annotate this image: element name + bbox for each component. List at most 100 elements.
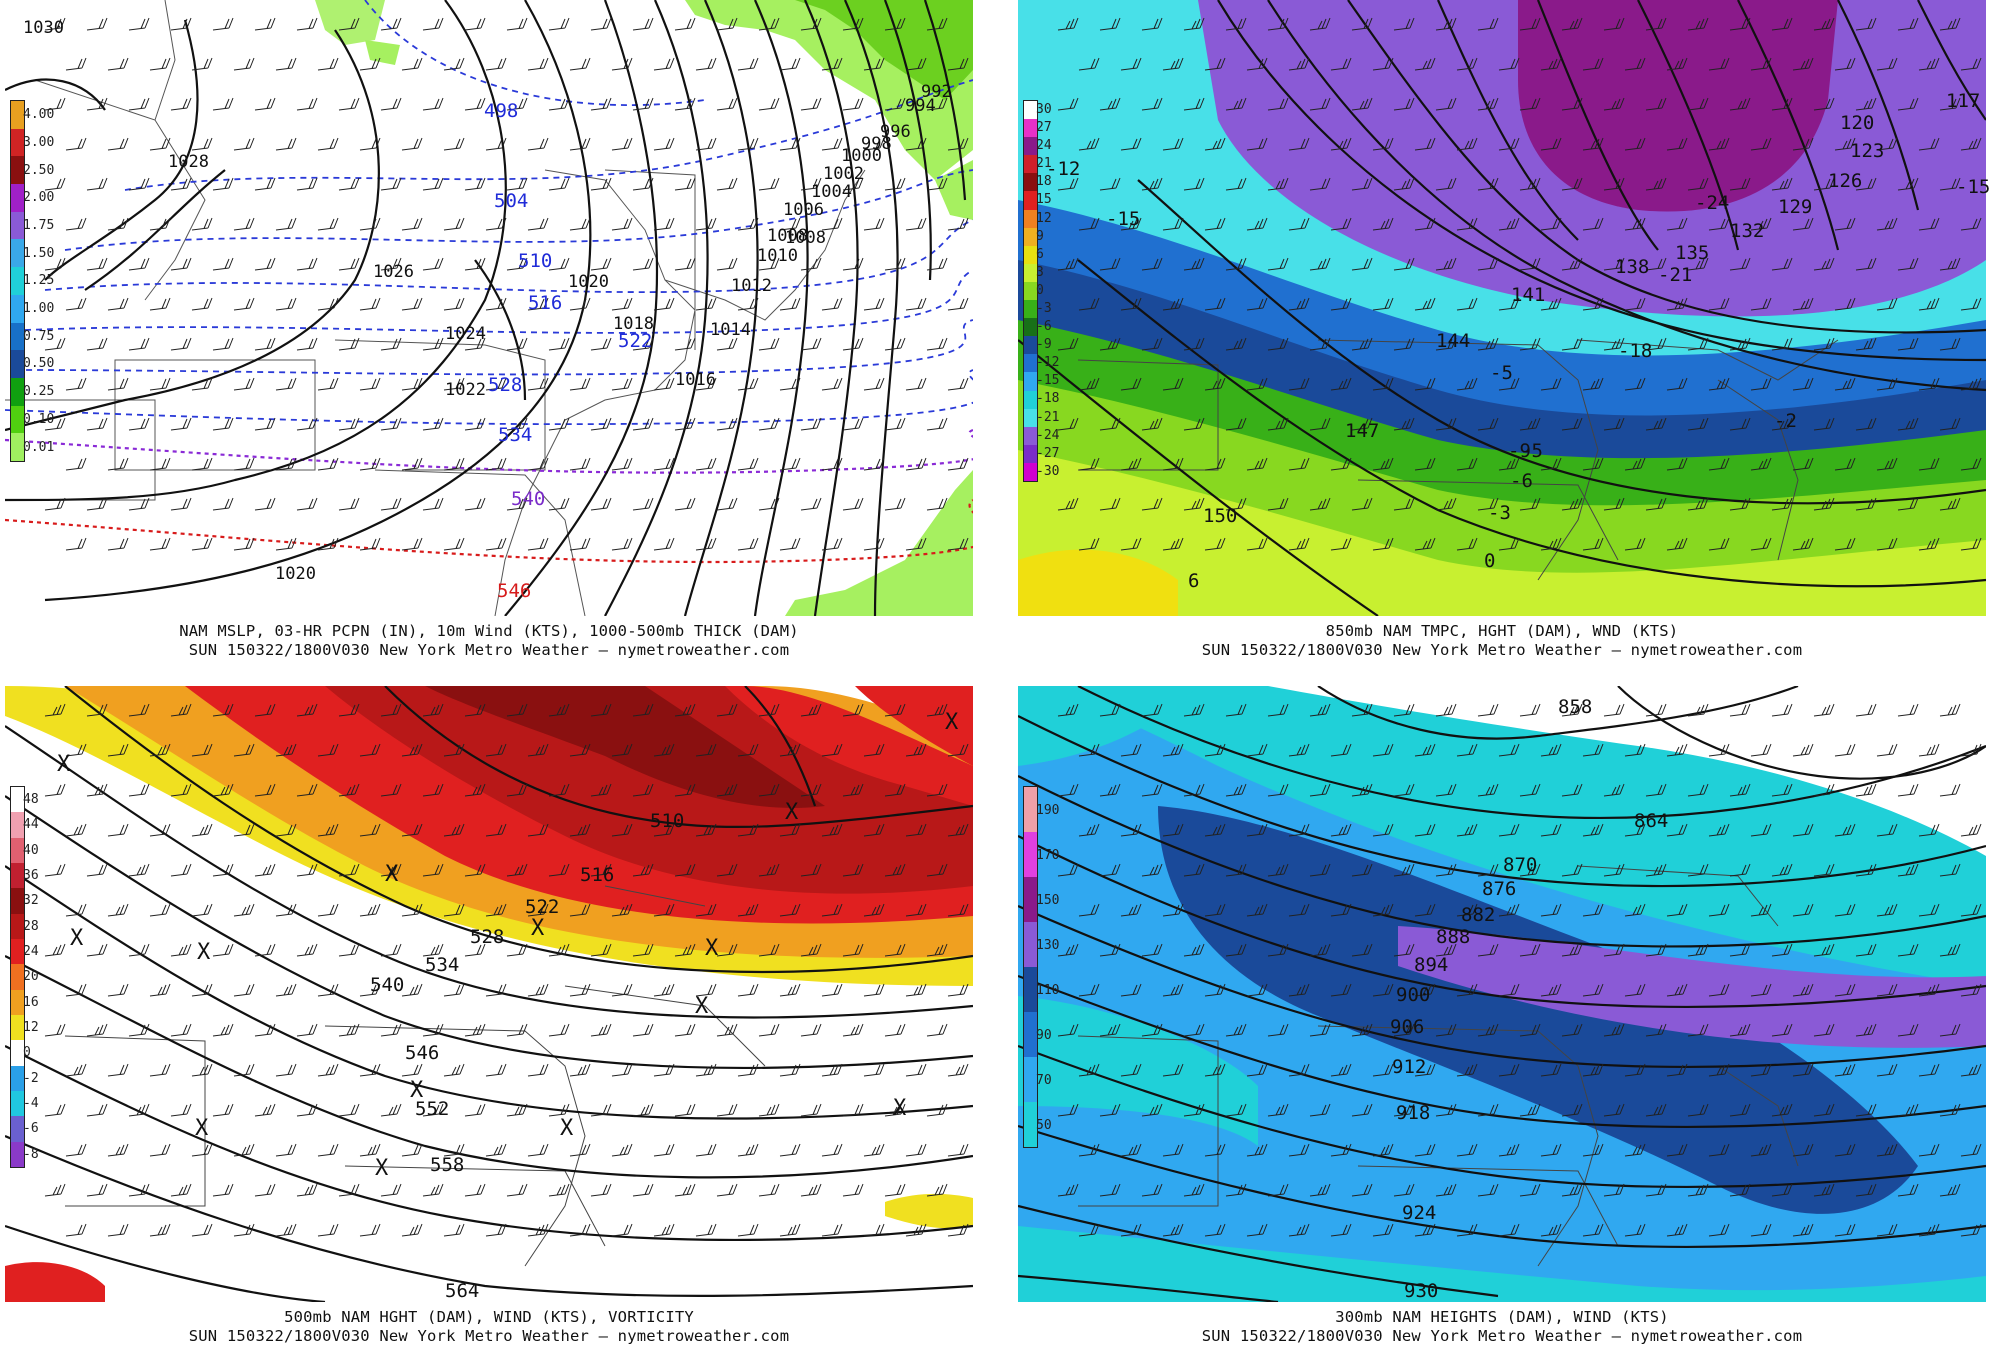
wind-barb	[1183, 257, 1205, 271]
wind-barb	[212, 337, 234, 351]
wind-barb	[1792, 823, 1814, 837]
wind-barb	[1456, 823, 1478, 837]
wind-barb	[674, 177, 696, 191]
wind-barb	[779, 457, 801, 471]
wind-barb	[926, 177, 948, 191]
wind-barb	[1918, 217, 1940, 231]
wind-barb	[296, 257, 318, 271]
wind-barb	[1792, 297, 1814, 311]
wind-barb	[1960, 57, 1982, 71]
wind-barb	[569, 1143, 591, 1157]
wind-barb	[611, 377, 633, 391]
wind-barb	[506, 1023, 528, 1037]
height-label: 924	[1402, 1202, 1437, 1224]
wind-barb	[1771, 417, 1793, 431]
wind-barb	[800, 337, 822, 351]
wind-barb	[1519, 703, 1541, 717]
wind-barb	[800, 783, 822, 797]
wind-barb	[695, 983, 717, 997]
wind-barb	[1120, 1143, 1142, 1157]
wind-barb	[653, 377, 675, 391]
wind-barb	[1876, 1063, 1898, 1077]
wind-barb	[1855, 703, 1877, 717]
wind-barb	[254, 1183, 276, 1197]
wind-barb	[1183, 863, 1205, 877]
wind-barb	[254, 1023, 276, 1037]
wind-barb	[1813, 703, 1835, 717]
wind-barb	[1834, 217, 1856, 231]
wind-barb	[632, 863, 654, 877]
wind-barb	[1225, 97, 1247, 111]
wind-barb	[1435, 17, 1457, 31]
colorbar-label: -18	[1036, 391, 1060, 407]
wind-barb	[527, 743, 549, 757]
wind-barb	[1939, 1183, 1961, 1197]
wind-barb	[548, 943, 570, 957]
wind-barb	[1645, 497, 1667, 511]
wind-barb	[485, 137, 507, 151]
wind-barb	[1519, 417, 1541, 431]
wind-barb	[1708, 1143, 1730, 1157]
wind-barb	[1897, 177, 1919, 191]
colorbar-swatch	[1024, 967, 1037, 1012]
wind-barb	[170, 337, 192, 351]
wind-barb	[212, 943, 234, 957]
temp-label: 0	[1484, 550, 1496, 572]
wind-barb	[1435, 1103, 1457, 1117]
wind-barb	[821, 457, 843, 471]
isobar-label: 1016	[675, 370, 716, 390]
wind-barb	[590, 417, 612, 431]
wind-barb	[1330, 1223, 1352, 1237]
wind-barb	[611, 1143, 633, 1157]
wind-barb	[149, 57, 171, 71]
colorbar-label: 2.50	[23, 162, 55, 178]
wind-barb	[1477, 257, 1499, 271]
wind-barb	[485, 743, 507, 757]
wind-barb	[1162, 217, 1184, 231]
colorbar-swatch	[11, 101, 24, 129]
wind-barb	[716, 417, 738, 431]
wind-barb	[1603, 257, 1625, 271]
height-label: 540	[370, 974, 405, 996]
wind-barb	[863, 1223, 885, 1237]
wind-barb	[569, 537, 591, 551]
wind-barb	[65, 1063, 87, 1077]
wind-barb	[107, 457, 129, 471]
wind-barb	[1939, 783, 1961, 797]
wind-barb	[1372, 1223, 1394, 1237]
wind-barb	[296, 417, 318, 431]
wind-barb	[1918, 903, 1940, 917]
wind-barb	[1960, 1063, 1982, 1077]
wind-barb	[485, 1063, 507, 1077]
wind-barb	[254, 257, 276, 271]
wind-barb	[464, 177, 486, 191]
wind-barb	[1078, 377, 1100, 391]
wind-barb	[758, 497, 780, 511]
isobar-label: 1020	[568, 272, 609, 292]
wind-barb	[1225, 257, 1247, 271]
colorbar-label: 40	[23, 842, 39, 858]
wind-barb	[842, 1023, 864, 1037]
wind-barb	[548, 337, 570, 351]
wind-barb	[653, 743, 675, 757]
wind-barb	[1330, 823, 1352, 837]
wind-barb	[296, 943, 318, 957]
wind-barb	[674, 1103, 696, 1117]
wind-barb	[1498, 377, 1520, 391]
colorbar-swatch	[11, 1116, 24, 1142]
wind-barb	[1120, 743, 1142, 757]
wind-barb	[464, 97, 486, 111]
wind-barb	[443, 983, 465, 997]
wind-barb	[1561, 337, 1583, 351]
wind-barb	[1477, 783, 1499, 797]
wind-barb	[1666, 903, 1688, 917]
wind-barb	[1477, 337, 1499, 351]
wind-barb	[1351, 1023, 1373, 1037]
wind-barb	[1393, 497, 1415, 511]
wind-barb	[44, 17, 66, 31]
wind-barb	[1771, 943, 1793, 957]
wind-barb	[86, 257, 108, 271]
wind-barb	[1582, 217, 1604, 231]
wind-barb	[842, 497, 864, 511]
wind-barb	[1666, 537, 1688, 551]
